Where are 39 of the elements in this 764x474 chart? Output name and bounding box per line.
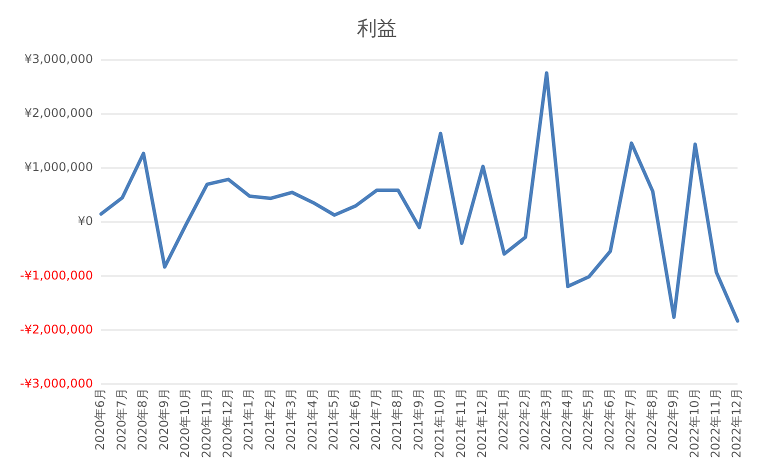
x-tick-label: 2021年3月: [284, 388, 298, 450]
x-tick-label: 2021年4月: [305, 388, 320, 450]
x-tick-label: 2021年8月: [390, 388, 404, 450]
y-tick-label: -¥2,000,000: [20, 322, 94, 336]
x-tick-label: 2020年10月: [178, 388, 192, 458]
chart-title: 利益: [357, 16, 397, 40]
x-tick-label: 2021年5月: [326, 388, 341, 450]
x-tick-label: 2021年7月: [369, 388, 384, 450]
x-tick-label: 2020年9月: [156, 388, 171, 450]
x-tick-label: 2022年1月: [496, 388, 510, 450]
x-tick-label: 2021年6月: [348, 388, 362, 450]
x-tick-label: 2020年7月: [114, 388, 128, 450]
x-tick-label: 2022年4月: [560, 388, 574, 450]
x-tick-label: 2020年6月: [93, 388, 108, 450]
x-tick-label: 2022年5月: [581, 388, 596, 450]
x-tick-label: 2021年1月: [242, 388, 256, 450]
x-tick-label: 2022年2月: [518, 388, 532, 450]
x-tick-label: 2021年10月: [432, 388, 447, 458]
x-tick-label: 2022年8月: [644, 388, 659, 450]
x-tick-label: 2021年12月: [475, 388, 490, 458]
x-tick-label: 2021年2月: [262, 388, 277, 450]
x-tick-label: 2022年11月: [708, 388, 723, 458]
y-tick-label: ¥1,000,000: [24, 160, 94, 174]
x-tick-label: 2020年12月: [220, 388, 234, 458]
y-tick-label: -¥1,000,000: [20, 268, 94, 282]
x-tick-label: 2021年9月: [411, 388, 426, 450]
y-tick-label: -¥3,000,000: [20, 376, 94, 390]
x-tick-label: 2020年11月: [199, 388, 214, 458]
x-tick-label: 2021年11月: [454, 388, 468, 458]
y-tick-label: ¥3,000,000: [24, 52, 94, 66]
x-tick-label: 2022年3月: [538, 388, 553, 450]
x-tick-label: 2022年9月: [666, 388, 680, 450]
x-tick-label: 2022年7月: [624, 388, 638, 450]
y-tick-label: ¥0: [78, 214, 94, 228]
x-tick-label: 2022年12月: [730, 388, 744, 458]
y-tick-label: ¥2,000,000: [24, 106, 94, 120]
x-tick-label: 2022年10月: [687, 388, 702, 458]
x-tick-label: 2020年8月: [136, 388, 150, 450]
x-tick-label: 2022年6月: [602, 388, 616, 450]
